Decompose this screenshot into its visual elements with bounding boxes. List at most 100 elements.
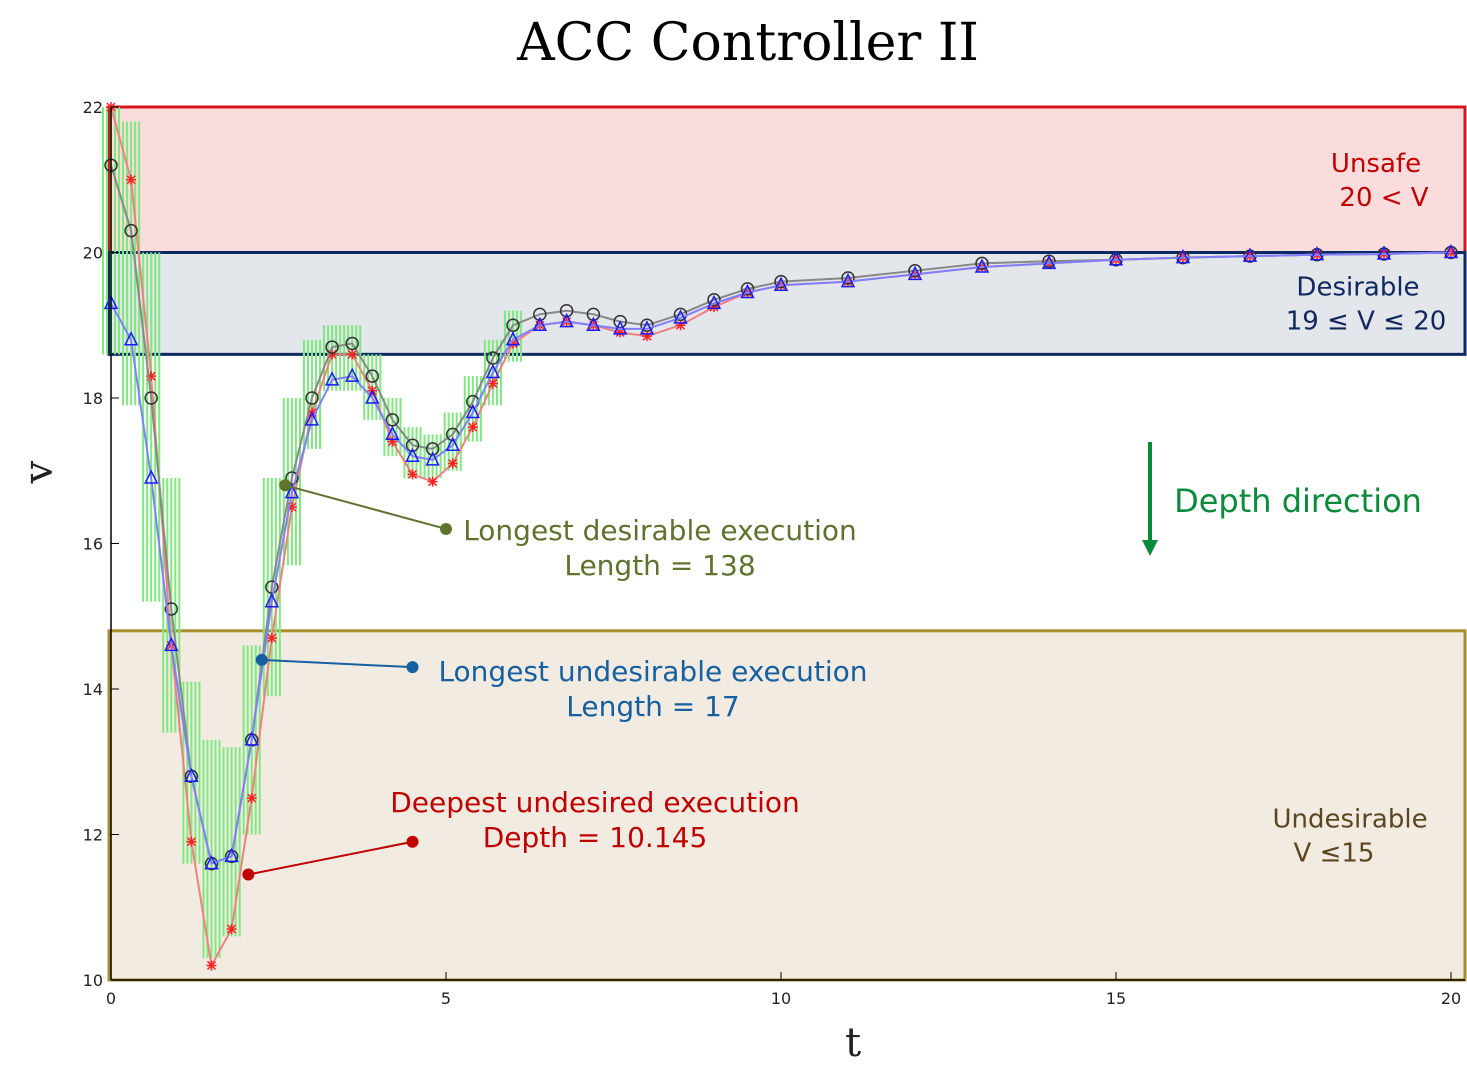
region-label-unsafe: Unsafe: [1331, 149, 1421, 179]
data-point-triangle: [445, 436, 460, 452]
data-point-circle: [975, 256, 989, 271]
annotation-leader-longest-desirable: [284, 484, 447, 530]
data-point-triangle: [365, 389, 380, 404]
data-point-circle: [164, 602, 179, 616]
data-point-triangle: [164, 636, 179, 652]
data-point-circle: [405, 438, 420, 453]
annotation-text-deepest-undesired: Deepest undesired execution: [390, 786, 800, 819]
data-point-triangle: [304, 411, 320, 426]
data-point-triangle: [1041, 254, 1057, 270]
data-point-circle: [144, 391, 158, 405]
data-point-triangle: [344, 367, 360, 382]
data-point-triangle: [284, 483, 300, 499]
annotation-text-longest-undesirable: Longest undesirable execution: [438, 655, 867, 688]
data-point-star: [226, 924, 237, 935]
y-tick-label: 10: [83, 971, 103, 990]
y-tick-label: 18: [83, 389, 103, 408]
depth-direction: Depth direction: [1142, 442, 1422, 556]
data-point-star: [246, 793, 257, 804]
data-point-triangle: [974, 258, 990, 273]
x-tick-label: 15: [1106, 989, 1126, 1008]
data-point-triangle: [505, 331, 521, 346]
data-point-circle: [365, 369, 380, 383]
y-tick-label: 16: [83, 535, 103, 554]
data-point-circle: [640, 318, 654, 332]
data-point-star: [675, 320, 686, 331]
depth-arrow-head: [1142, 540, 1158, 556]
data-point-triangle: [485, 363, 501, 379]
data-point-triangle: [740, 283, 755, 299]
annotation-text-longest-desirable: Longest desirable execution: [463, 514, 857, 547]
data-point-circle: [425, 442, 440, 456]
series-line-triangle: [110, 251, 1452, 865]
depth-direction-label: Depth direction: [1174, 482, 1422, 520]
data-point-triangle: [184, 767, 199, 783]
data-point-triangle: [405, 447, 420, 462]
data-point-star: [642, 331, 652, 342]
annotation-text-longest-undesirable: Length = 17: [566, 690, 739, 723]
annotation-text-deepest-undesired: Depth = 10.145: [483, 821, 708, 854]
region-label-undesirable: Undesirable: [1272, 804, 1427, 834]
data-point-triangle: [465, 403, 481, 419]
region-unsafe: [107, 105, 1467, 254]
data-point-triangle: [1376, 245, 1392, 260]
region-desirable: [107, 251, 1467, 356]
data-point-star: [427, 476, 438, 487]
annotation-point-deepest-undesired: [242, 868, 255, 881]
data-point-triangle: [1309, 246, 1325, 261]
region-condition-desirable: 19 ≤ V ≤ 20: [1286, 306, 1447, 336]
data-point-triangle: [1242, 247, 1258, 262]
data-point-triangle: [385, 425, 400, 441]
data-point-circle: [586, 307, 601, 322]
data-point-star: [186, 836, 197, 847]
data-point-circle: [124, 223, 138, 238]
data-point-circle: [345, 336, 359, 351]
data-point-triangle: [1175, 248, 1191, 264]
data-point-star: [407, 469, 418, 480]
data-point-triangle: [143, 469, 159, 484]
annotation-anchor-longest-undesirable: [406, 661, 419, 674]
data-point-star: [206, 960, 217, 971]
x-tick-label: 10: [771, 989, 791, 1008]
data-point-circle: [325, 340, 339, 354]
data-point-triangle: [264, 593, 280, 608]
y-axis-label: v: [16, 460, 62, 484]
y-tick-label: 12: [83, 826, 103, 845]
x-tick-label: 0: [106, 989, 116, 1008]
data-point-triangle: [244, 731, 259, 746]
data-point-triangle: [204, 854, 219, 870]
data-point-circle: [613, 314, 627, 329]
data-point-star: [126, 174, 137, 185]
data-point-triangle: [639, 320, 655, 335]
annotation-anchor-deepest-undesired: [406, 835, 419, 848]
data-point-star: [709, 302, 719, 313]
x-axis-label: t: [845, 1020, 861, 1066]
data-point-circle: [841, 271, 855, 285]
region-condition-unsafe: 20 < V: [1339, 183, 1428, 213]
data-point-triangle: [425, 451, 440, 466]
data-point-circle: [305, 391, 319, 405]
data-point-circle: [707, 293, 721, 307]
annotation-anchor-longest-desirable: [440, 522, 452, 535]
data-point-triangle: [706, 294, 722, 310]
data-point-circle: [740, 282, 755, 296]
chart-title: ACC Controller II: [516, 13, 979, 73]
annotation-point-longest-undesirable: [255, 653, 268, 666]
data-point-triangle: [586, 316, 601, 331]
y-tick-label: 22: [83, 98, 103, 117]
annotation-point-longest-desirable: [279, 479, 292, 492]
data-point-triangle: [224, 847, 239, 863]
y-tick-label: 20: [83, 244, 103, 263]
data-point-triangle: [1108, 251, 1124, 266]
data-point-triangle: [1443, 243, 1459, 259]
y-tick-label: 14: [83, 680, 103, 699]
x-tick-label: 20: [1441, 989, 1461, 1008]
data-point-circle: [908, 263, 922, 278]
region-label-desirable: Desirable: [1296, 272, 1419, 302]
data-point-triangle: [840, 272, 856, 288]
data-point-triangle: [907, 265, 923, 281]
data-point-triangle: [673, 309, 688, 324]
axes: 0 5 10 15 20 10 12 14 16 18 20 22: [83, 98, 1465, 1008]
data-point-star: [508, 338, 518, 349]
